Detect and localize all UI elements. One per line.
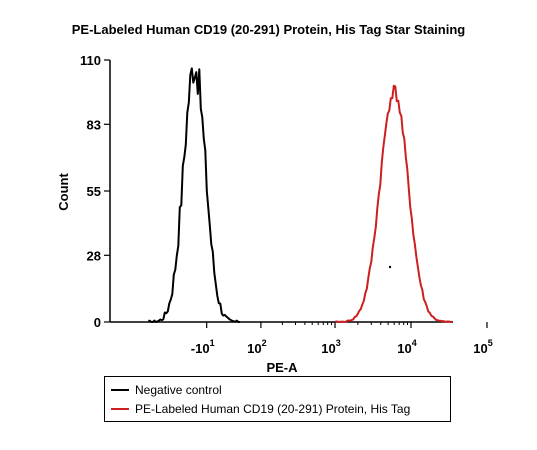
x-tick-label: 103: [321, 338, 340, 356]
legend-item-negative-control: Negative control: [111, 380, 450, 399]
legend-swatch-black: [111, 388, 129, 391]
negative-control-curve: [148, 67, 240, 323]
y-tick-label: 55: [87, 184, 101, 199]
legend: Negative control PE-Labeled Human CD19 (…: [104, 376, 451, 422]
legend-label: Negative control: [135, 382, 222, 397]
legend-item-cd19-protein: PE-Labeled Human CD19 (20-291) Protein, …: [111, 399, 450, 418]
x-axis-label: PE-A: [266, 360, 298, 372]
legend-label: PE-Labeled Human CD19 (20-291) Protein, …: [135, 401, 411, 416]
series-layer: [148, 67, 453, 323]
x-tick-label: 105: [473, 338, 492, 356]
y-axis-label: Count: [56, 173, 71, 211]
y-tick-label: 0: [94, 315, 101, 330]
x-ticks: -101 102 103 104 105: [191, 322, 493, 356]
y-tick-label: 83: [87, 117, 101, 132]
x-tick-label: 104: [397, 338, 416, 356]
x-tick-label: 102: [247, 338, 266, 356]
cd19-protein-curve: [335, 84, 453, 323]
axes: [109, 60, 453, 323]
x-tick-label: -101: [191, 338, 215, 356]
flow-histogram-chart: 0 28 55 83 110 -101 102 103 104 105 Count PE-A: [56, 53, 493, 372]
stray-dot: [388, 265, 392, 269]
legend-swatch-red: [111, 407, 129, 410]
y-tick-label: 28: [87, 248, 101, 263]
chart-title: PE-Labeled Human CD19 (20-291) Protein, …: [71, 22, 466, 37]
y-ticks: 0 28 55 83 110: [80, 53, 110, 330]
y-tick-label: 110: [80, 53, 101, 68]
